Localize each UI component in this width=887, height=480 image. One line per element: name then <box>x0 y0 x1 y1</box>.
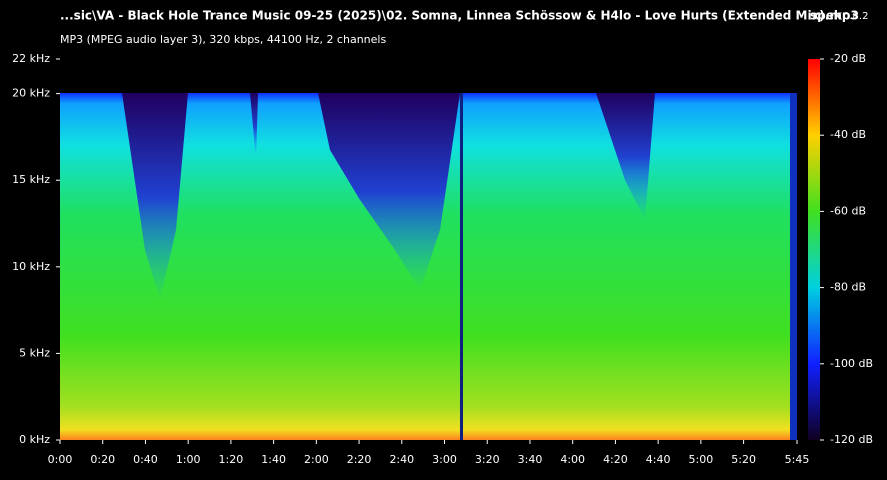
x-tick-label: 4:20 <box>603 453 628 466</box>
x-tick-label: 3:00 <box>432 453 457 466</box>
z-tick-label: -60 dB <box>830 204 866 217</box>
y-tick-label: 10 kHz <box>12 260 50 273</box>
z-tick-label: -40 dB <box>830 128 866 141</box>
x-tick-label: 4:00 <box>560 453 585 466</box>
subtitle: MP3 (MPEG audio layer 3), 320 kbps, 4410… <box>60 33 386 46</box>
z-tick-label: -100 dB <box>830 357 873 370</box>
x-tick-label: 5:20 <box>731 453 756 466</box>
app-version: 0.8.2 <box>843 11 868 22</box>
color-bar <box>808 59 820 440</box>
y-tick-label: 20 kHz <box>12 87 50 100</box>
x-tick-label: 4:40 <box>646 453 671 466</box>
x-tick-label: 2:40 <box>389 453 414 466</box>
x-tick-label: 2:20 <box>347 453 372 466</box>
y-tick-label: 22 kHz <box>12 52 50 65</box>
notch <box>122 93 188 300</box>
x-tick-label: 1:40 <box>261 453 286 466</box>
notch <box>318 93 460 290</box>
y-tick-label: 0 kHz <box>19 433 50 446</box>
x-tick-label: 5:45 <box>785 453 810 466</box>
x-tick-label: 3:40 <box>518 453 543 466</box>
z-tick-label: -120 dB <box>830 433 873 446</box>
y-tick-label: 5 kHz <box>19 346 50 359</box>
x-tick-label: 0:00 <box>48 453 73 466</box>
x-tick-label: 0:20 <box>90 453 115 466</box>
file-title: ...sic\VA - Black Hole Trance Music 09-2… <box>60 9 859 23</box>
spectrogram-notches <box>122 93 797 440</box>
app-name: spek <box>810 9 843 23</box>
x-tick-label: 5:00 <box>689 453 714 466</box>
notch <box>460 93 463 440</box>
x-tick-label: 3:20 <box>475 453 500 466</box>
z-tick-label: -20 dB <box>830 52 866 65</box>
x-tick-label: 1:20 <box>219 453 244 466</box>
notch <box>596 93 655 220</box>
y-tick-label: 15 kHz <box>12 173 50 186</box>
z-tick-label: -80 dB <box>830 281 866 294</box>
notch <box>790 93 797 440</box>
notch <box>250 93 258 160</box>
x-tick-label: 0:40 <box>133 453 158 466</box>
x-tick-label: 2:00 <box>304 453 329 466</box>
x-tick-label: 1:00 <box>176 453 201 466</box>
